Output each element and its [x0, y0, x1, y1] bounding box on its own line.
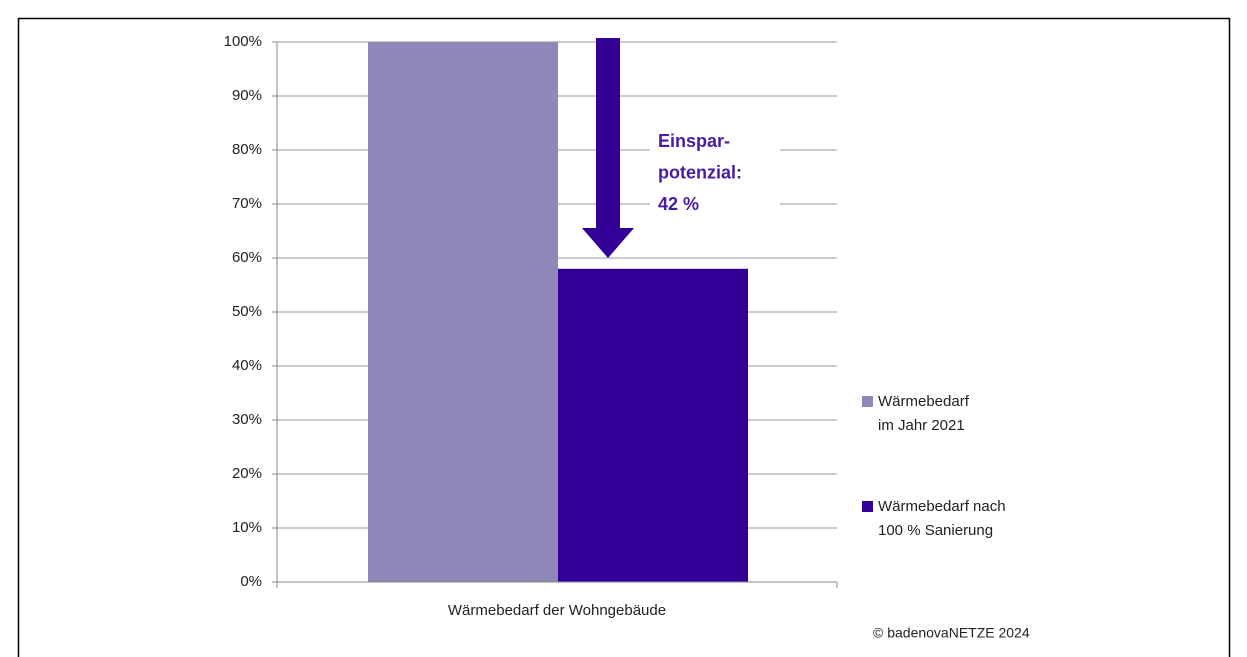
y-tick-label: 0%: [240, 573, 262, 590]
annotation: 42 %: [658, 194, 699, 214]
source: © badenovaNETZE 2024: [873, 625, 1030, 641]
y-tick-label: 30%: [232, 411, 262, 428]
annotation: Einspar-: [658, 131, 730, 151]
y-tick-label: 100%: [224, 33, 262, 50]
legend-swatch: [862, 396, 873, 407]
bar: [368, 42, 558, 582]
y-tick-label: 90%: [232, 87, 262, 104]
bar: [558, 268, 748, 582]
y-tick-label: 70%: [232, 195, 262, 212]
arrow: [582, 38, 634, 258]
legend-swatch: [862, 501, 873, 512]
legend-label: Wärmebedarf nach 100 % Sanierung: [878, 498, 1006, 539]
legend-label: Wärmebedarf im Jahr 2021: [878, 393, 969, 434]
y-tick-label: 80%: [232, 141, 262, 158]
legend-item: Wärmebedarf im Jahr 2021: [862, 390, 969, 438]
y-tick-label: 10%: [232, 519, 262, 536]
annotation-bg: [650, 125, 780, 223]
y-tick-label: 50%: [232, 303, 262, 320]
y-tick-label: 20%: [232, 465, 262, 482]
y-tick-label: 60%: [232, 249, 262, 266]
annotation: potenzial:: [658, 162, 742, 182]
y-tick-label: 40%: [232, 357, 262, 374]
x-tick-label: Wärmebedarf der Wohngebäude: [448, 602, 666, 619]
legend-item: Wärmebedarf nach 100 % Sanierung: [862, 495, 1006, 543]
